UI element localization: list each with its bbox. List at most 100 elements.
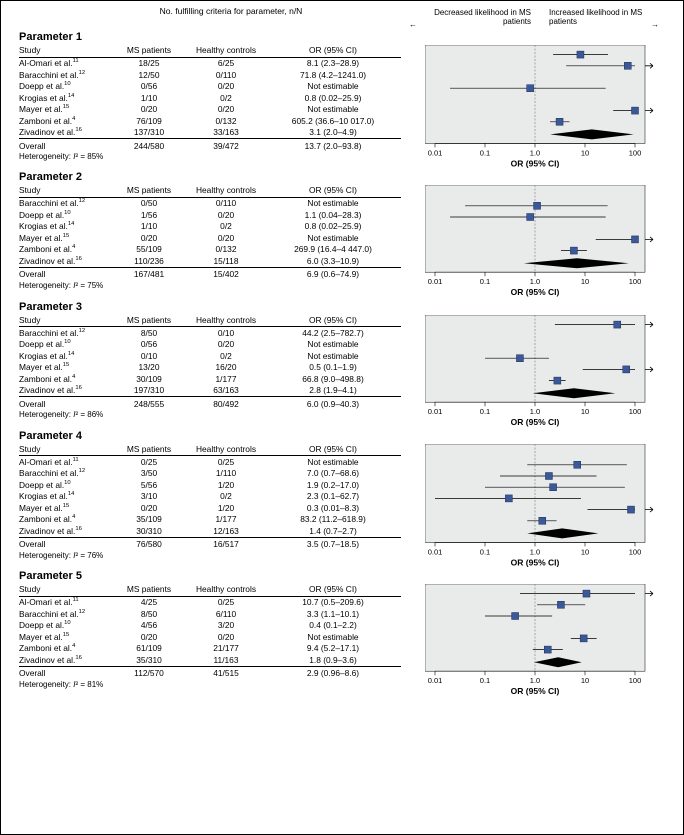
table-row: Zivadinov et al.16197/31063/1632.8 (1.9–… (19, 385, 401, 397)
or-cell: 0.8 (0.02–25.9) (271, 221, 401, 233)
hc-cell: 0/25 (187, 596, 271, 608)
svg-text:0.1: 0.1 (480, 676, 490, 685)
hc-cell: 0/10 (187, 327, 271, 339)
or-cell: 8.1 (2.3–28.9) (271, 57, 401, 69)
study-cell: Zamboni et al.4 (19, 514, 117, 526)
col-header: MS patients (117, 314, 187, 327)
col-header: OR (95% CI) (271, 184, 401, 197)
hc-cell: 21/177 (187, 643, 271, 655)
ms-cell: 18/25 (117, 57, 187, 69)
hc-cell: 33/163 (187, 127, 271, 139)
study-table: StudyMS patientsHealthy controlsOR (95% … (19, 44, 401, 163)
overall-label: Overall (19, 666, 117, 679)
forest-panel: Parameter 4StudyMS patientsHealthy contr… (19, 430, 665, 568)
hc-cell: 0/110 (187, 69, 271, 81)
ms-cell: 1/10 (117, 221, 187, 233)
overall-label: Overall (19, 267, 117, 280)
hc-cell: 3/20 (187, 620, 271, 632)
study-cell: Zamboni et al.4 (19, 115, 117, 127)
overall-row: Overall244/58039/47213.7 (2.0–93.8) (19, 139, 401, 152)
or-cell: Not estimable (271, 104, 401, 116)
decreased-label: Decreased likelihood in MS patients (421, 9, 531, 27)
or-cell: 605.2 (36.6–10 017.0) (271, 115, 401, 127)
hc-cell: 15/118 (187, 255, 271, 267)
table-row: Baracchini et al.1212/500/11071.8 (4.2–1… (19, 69, 401, 81)
col-header: Healthy controls (187, 44, 271, 57)
study-cell: Zivadinov et al.16 (19, 127, 117, 139)
heterogeneity: Heterogeneity: I² = 81% (19, 679, 401, 690)
overall-hc: 16/517 (187, 537, 271, 550)
study-cell: Doepp et al.10 (19, 620, 117, 632)
col-header: Study (19, 184, 117, 197)
hc-cell: 0/20 (187, 232, 271, 244)
svg-text:1.0: 1.0 (530, 407, 540, 416)
ms-cell: 0/25 (117, 456, 187, 468)
study-cell: Al-Omari et al.11 (19, 456, 117, 468)
hc-cell: 0/25 (187, 456, 271, 468)
table-row: Baracchini et al.128/506/1103.3 (1.1–10.… (19, 608, 401, 620)
overall-ms: 167/481 (117, 267, 187, 280)
table-row: Zivadinov et al.16110/23615/1186.0 (3.3–… (19, 255, 401, 267)
ms-cell: 1/10 (117, 92, 187, 104)
study-cell: Baracchini et al.12 (19, 327, 117, 339)
svg-text:1.0: 1.0 (530, 547, 540, 556)
panel-title: Parameter 5 (19, 570, 665, 582)
hc-cell: 1/177 (187, 373, 271, 385)
table-row: Krogias et al.141/100/20.8 (0.02–25.9) (19, 92, 401, 104)
table-row: Krogias et al.141/100/20.8 (0.02–25.9) (19, 221, 401, 233)
study-table: StudyMS patientsHealthy controlsOR (95% … (19, 443, 401, 562)
svg-text:OR (95% CI): OR (95% CI) (511, 158, 560, 168)
arrow-right-icon: → (651, 21, 659, 30)
table-row: Mayer et al.150/201/200.3 (0.01–8.3) (19, 502, 401, 514)
col-header: OR (95% CI) (271, 314, 401, 327)
overall-or: 6.9 (0.6–74.9) (271, 267, 401, 280)
col-header: OR (95% CI) (271, 44, 401, 57)
svg-text:10: 10 (581, 148, 589, 157)
or-cell: 0.3 (0.01–8.3) (271, 502, 401, 514)
or-cell: 1.9 (0.2–17.0) (271, 479, 401, 491)
ms-cell: 110/236 (117, 255, 187, 267)
study-cell: Baracchini et al.12 (19, 69, 117, 81)
study-cell: Doepp et al.10 (19, 81, 117, 93)
col-header: MS patients (117, 44, 187, 57)
increased-label: Increased likelihood in MS patients (549, 9, 659, 27)
overall-label: Overall (19, 139, 117, 152)
table-row: Al-Omari et al.114/250/2510.7 (0.5–209.6… (19, 596, 401, 608)
hc-cell: 0/20 (187, 209, 271, 221)
overall-or: 13.7 (2.0–93.8) (271, 139, 401, 152)
forest-plot: 0.010.11.010100OR (95% CI) (425, 185, 665, 298)
heterogeneity: Heterogeneity: I² = 75% (19, 280, 401, 291)
study-cell: Baracchini et al.12 (19, 608, 117, 620)
or-cell: Not estimable (271, 350, 401, 362)
table-row: Zamboni et al.476/1090/132605.2 (36.6–10… (19, 115, 401, 127)
criteria-header-text: No. fulfilling criteria for parameter, n… (160, 6, 303, 16)
col-header: Study (19, 443, 117, 456)
hc-cell: 0/20 (187, 81, 271, 93)
study-cell: Mayer et al.15 (19, 232, 117, 244)
overall-ms: 76/580 (117, 537, 187, 550)
or-cell: 1.8 (0.9–3.6) (271, 654, 401, 666)
table-row: Zamboni et al.455/1090/132269.9 (16.4–4 … (19, 244, 401, 256)
ms-cell: 30/310 (117, 525, 187, 537)
or-cell: 10.7 (0.5–209.6) (271, 596, 401, 608)
table-row: Krogias et al.140/100/2Not estimable (19, 350, 401, 362)
overall-label: Overall (19, 397, 117, 410)
ms-cell: 55/109 (117, 244, 187, 256)
or-cell: 44.2 (2.5–782.7) (271, 327, 401, 339)
svg-text:1.0: 1.0 (530, 148, 540, 157)
forest-panel: Parameter 5StudyMS patientsHealthy contr… (19, 570, 665, 697)
study-cell: Baracchini et al.12 (19, 468, 117, 480)
hc-cell: 1/20 (187, 502, 271, 514)
or-cell: Not estimable (271, 81, 401, 93)
table-row: Al-Omari et al.1118/256/258.1 (2.3–28.9) (19, 57, 401, 69)
study-cell: Al-Omari et al.11 (19, 57, 117, 69)
or-cell: 0.4 (0.1–2.2) (271, 620, 401, 632)
study-cell: Krogias et al.14 (19, 350, 117, 362)
svg-text:0.01: 0.01 (428, 676, 443, 685)
ms-cell: 0/56 (117, 81, 187, 93)
or-cell: 3.3 (1.1–10.1) (271, 608, 401, 620)
heterogeneity: Heterogeneity: I² = 86% (19, 410, 401, 421)
or-cell: 2.3 (0.1–62.7) (271, 491, 401, 503)
overall-label: Overall (19, 537, 117, 550)
svg-text:OR (95% CI): OR (95% CI) (511, 288, 560, 298)
